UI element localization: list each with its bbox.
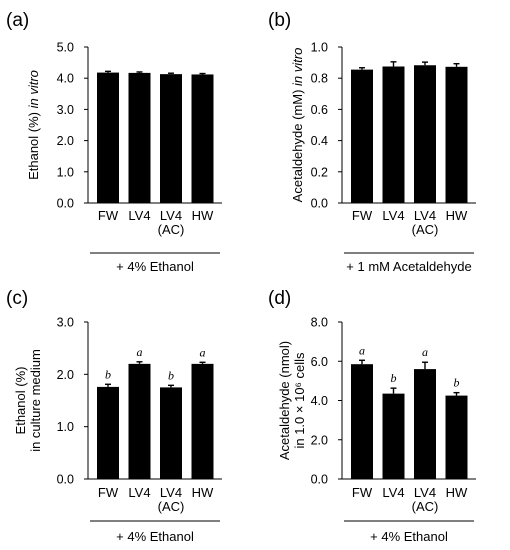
bar bbox=[445, 66, 468, 203]
category-label: FW bbox=[98, 485, 119, 500]
category-label: LV4 bbox=[160, 485, 182, 500]
x-axis-label: + 1 mM Acetaldehyde bbox=[346, 259, 471, 274]
y-tick-label: 0.0 bbox=[57, 197, 74, 211]
y-tick-label: 8.0 bbox=[311, 316, 328, 330]
panel-label: (c) bbox=[6, 288, 28, 309]
y-axis-label-line: in culture medium bbox=[28, 349, 43, 452]
bar bbox=[382, 66, 405, 203]
y-axis-label-line: Acetaldehyde (nmol) bbox=[277, 341, 292, 460]
category-label: LV4 bbox=[382, 485, 404, 500]
y-tick-label: 1.0 bbox=[57, 165, 74, 179]
y-tick-label: 1.0 bbox=[57, 420, 74, 434]
y-tick-label: 0.4 bbox=[311, 134, 328, 148]
y-tick-label: 0.0 bbox=[311, 197, 328, 211]
y-tick-label: 0.6 bbox=[311, 103, 328, 117]
y-tick-label: 1.0 bbox=[311, 41, 328, 55]
significance-letter: b bbox=[168, 368, 174, 382]
panel-label: (b) bbox=[268, 10, 291, 31]
y-tick-label: 3.0 bbox=[57, 103, 74, 117]
y-tick-label: 6.0 bbox=[311, 355, 328, 369]
bar bbox=[191, 363, 214, 479]
bar bbox=[128, 72, 151, 204]
bar bbox=[128, 363, 151, 479]
y-tick-label: 0.0 bbox=[311, 473, 328, 487]
bar bbox=[160, 74, 182, 203]
y-axis-label: Ethanol (%) in vitro bbox=[26, 70, 41, 180]
chart-panel-2: (b)0.00.20.40.60.81.0FW LV4 LV4(AC)HW+ 1 m… bbox=[268, 10, 476, 274]
significance-letter: a bbox=[359, 343, 365, 357]
significance-letter: a bbox=[422, 345, 428, 359]
x-axis-label: + 4% Ethanol bbox=[116, 529, 194, 544]
category-label: LV4 bbox=[414, 485, 436, 500]
category-label: LV4 bbox=[160, 208, 182, 223]
y-tick-label: 2.0 bbox=[57, 134, 74, 148]
significance-letter: b bbox=[391, 371, 397, 385]
y-axis-label-italic: in vitro bbox=[290, 48, 305, 86]
y-axis-label: Acetaldehyde (mM) in vitro bbox=[290, 48, 305, 203]
y-tick-label: 3.0 bbox=[57, 316, 74, 330]
bar bbox=[351, 364, 373, 479]
category-label: FW bbox=[352, 208, 373, 223]
category-label: LV4 bbox=[128, 208, 150, 223]
significance-letter: b bbox=[454, 376, 460, 390]
bar bbox=[414, 65, 436, 203]
y-axis-label-line: Ethanol (%) bbox=[13, 367, 28, 435]
category-label: HW bbox=[192, 485, 214, 500]
category-label: LV4 bbox=[128, 485, 150, 500]
y-tick-label: 0.8 bbox=[311, 72, 328, 86]
y-tick-label: 2.0 bbox=[311, 433, 328, 447]
category-label: FW bbox=[352, 485, 373, 500]
bar bbox=[160, 387, 182, 479]
y-tick-label: 0.0 bbox=[57, 473, 74, 487]
category-label: FW bbox=[98, 208, 119, 223]
category-label: HW bbox=[446, 485, 468, 500]
y-axis-label-text: Acetaldehyde (mM) bbox=[290, 86, 305, 202]
bar bbox=[191, 74, 214, 204]
significance-letter: a bbox=[137, 345, 143, 359]
y-axis-label-text: Ethanol (%) bbox=[26, 108, 41, 180]
y-axis-label-italic: in vitro bbox=[26, 70, 41, 108]
category-label: (AC) bbox=[158, 222, 185, 237]
y-tick-label: 4.0 bbox=[57, 72, 74, 86]
category-label: (AC) bbox=[412, 499, 439, 514]
x-axis-label: + 4% Ethanol bbox=[370, 529, 448, 544]
y-tick-label: 0.2 bbox=[311, 165, 328, 179]
panel-label: (a) bbox=[6, 10, 29, 31]
y-axis-label: Acetaldehyde (nmol)in 1.0 × 10⁶ cells bbox=[277, 341, 307, 460]
panel-label: (d) bbox=[268, 288, 291, 309]
category-label: LV4 bbox=[382, 208, 404, 223]
category-label: LV4 bbox=[414, 208, 436, 223]
bar bbox=[414, 369, 436, 479]
category-label: HW bbox=[192, 208, 214, 223]
y-axis-label: Ethanol (%)in culture medium bbox=[13, 349, 43, 452]
category-label: HW bbox=[446, 208, 468, 223]
chart-panel-1: (a)0.01.02.03.04.05.0FW LV4 LV4(AC)HW+ 4% … bbox=[6, 10, 222, 274]
bar bbox=[97, 72, 119, 203]
bar bbox=[445, 395, 468, 479]
category-label: (AC) bbox=[412, 222, 439, 237]
y-tick-label: 5.0 bbox=[57, 41, 74, 55]
significance-letter: a bbox=[200, 345, 206, 359]
bar bbox=[382, 393, 405, 479]
y-tick-label: 4.0 bbox=[311, 394, 328, 408]
bar bbox=[97, 386, 119, 479]
category-label: (AC) bbox=[158, 499, 185, 514]
significance-letter: b bbox=[105, 367, 111, 381]
y-axis-label-line: in 1.0 × 10⁶ cells bbox=[292, 352, 307, 449]
bar bbox=[351, 69, 373, 204]
x-axis-label: + 4% Ethanol bbox=[116, 259, 194, 274]
y-tick-label: 2.0 bbox=[57, 368, 74, 382]
